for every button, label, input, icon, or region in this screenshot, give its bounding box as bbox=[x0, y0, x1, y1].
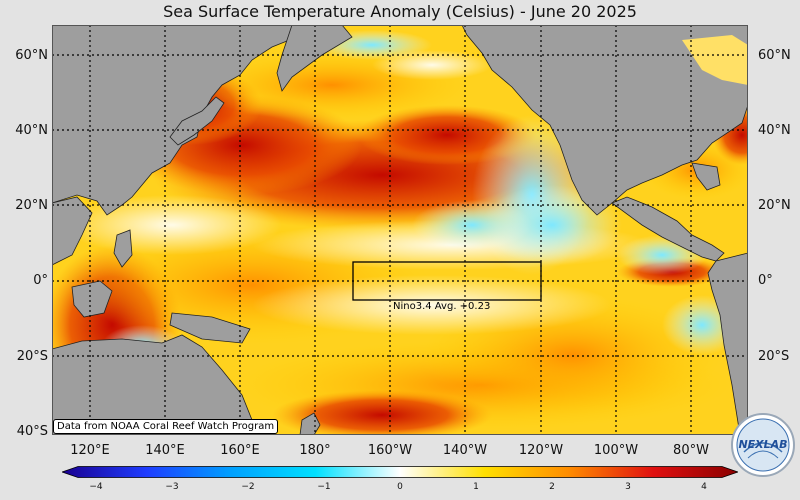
nexlab-logo: NEXLAB bbox=[730, 412, 796, 478]
landmass-australia bbox=[52, 334, 253, 435]
colorbar-tick: 0 bbox=[397, 482, 403, 492]
colorbar-tick: 4 bbox=[701, 482, 707, 492]
lat-label-0: 0° bbox=[33, 273, 48, 288]
colorbar-tick: −3 bbox=[165, 482, 179, 492]
lat-label-20n: 20°N bbox=[15, 198, 48, 213]
colorbar-gradient bbox=[60, 466, 740, 478]
land-masses bbox=[52, 25, 748, 435]
lon-label-120w: 120°W bbox=[518, 443, 564, 458]
lon-label-100w: 100°W bbox=[593, 443, 639, 458]
colorbar-tick: −2 bbox=[241, 482, 255, 492]
logo-text: NEXLAB bbox=[738, 438, 787, 451]
colorbar-tick: −4 bbox=[89, 482, 103, 492]
map-title: Sea Surface Temperature Anomaly (Celsius… bbox=[163, 2, 637, 21]
lat-label-right-40n: 40°N bbox=[758, 123, 791, 138]
landmass-new-guinea bbox=[169, 312, 251, 344]
colorbar-tick: −1 bbox=[317, 482, 331, 492]
colorbar-tick: 1 bbox=[473, 482, 479, 492]
landmass-asia bbox=[52, 25, 303, 216]
sst-anomaly-map bbox=[52, 25, 748, 435]
landmass-south-america bbox=[707, 252, 748, 435]
nino34-box bbox=[352, 261, 542, 301]
landmass-japan bbox=[169, 96, 225, 146]
lon-label-140e: 140°E bbox=[145, 443, 185, 458]
lon-label-140w: 140°W bbox=[442, 443, 488, 458]
lon-label-80w: 80°W bbox=[673, 443, 709, 458]
lat-label-20s: 20°S bbox=[16, 349, 48, 364]
gridlines bbox=[52, 25, 748, 435]
lat-label-right-20s: 20°S bbox=[758, 349, 790, 364]
colorbar bbox=[60, 463, 740, 478]
colorbar-tick: 2 bbox=[549, 482, 555, 492]
lat-label-40n: 40°N bbox=[15, 123, 48, 138]
landmass-borneo bbox=[71, 280, 113, 318]
lon-label-180: 180° bbox=[299, 443, 331, 458]
lon-label-160w: 160°W bbox=[367, 443, 413, 458]
colorbar-tick: 3 bbox=[625, 482, 631, 492]
landmass-north-america bbox=[461, 25, 748, 216]
lat-label-right-20n: 20°N bbox=[758, 198, 791, 213]
lon-label-120e: 120°E bbox=[70, 443, 110, 458]
lat-label-60n: 60°N bbox=[15, 48, 48, 63]
lat-label-right-0: 0° bbox=[758, 273, 773, 288]
data-credit: Data from NOAA Coral Reef Watch Program bbox=[53, 419, 279, 434]
nino34-label: Nino3.4 Avg. +0.23 bbox=[393, 301, 491, 312]
lat-label-40s: 40°S bbox=[16, 424, 48, 439]
lat-label-right-60n: 60°N bbox=[758, 48, 791, 63]
lon-label-160e: 160°E bbox=[220, 443, 260, 458]
